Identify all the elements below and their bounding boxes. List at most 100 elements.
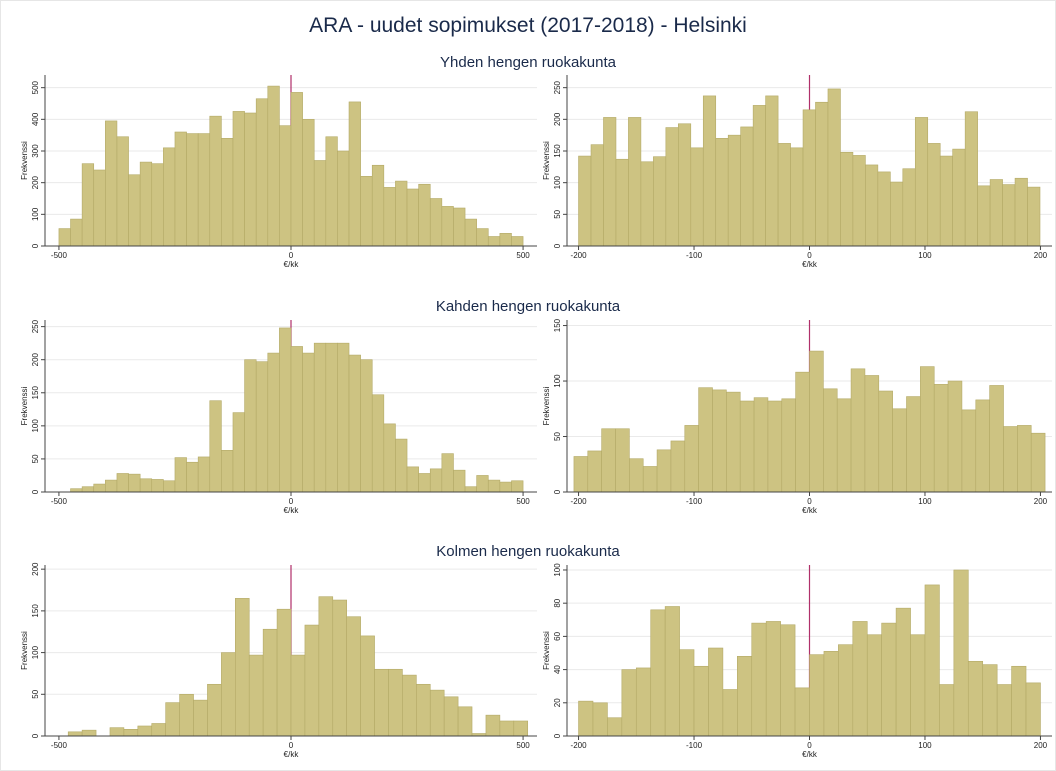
bar: [939, 155, 953, 247]
bar: [81, 486, 95, 493]
bar: [290, 654, 306, 737]
bar: [698, 387, 713, 493]
x-tick-label: 500: [516, 497, 530, 506]
bar: [93, 169, 106, 247]
bar: [137, 725, 153, 737]
bar: [693, 665, 709, 737]
y-tick-label: 0: [553, 489, 562, 494]
y-tick-label: 200: [31, 562, 40, 576]
x-axis-label: €/kk: [802, 506, 818, 515]
y-axis-label: Frekvenssi: [542, 386, 551, 425]
bar: [443, 696, 459, 737]
bar: [823, 388, 838, 493]
bar: [924, 584, 940, 737]
bar: [1017, 425, 1032, 493]
x-axis-label: €/kk: [284, 506, 300, 515]
bar: [81, 163, 95, 247]
bar: [1014, 177, 1028, 247]
bar: [961, 409, 977, 493]
bar: [441, 453, 454, 493]
bar: [906, 396, 921, 493]
bar: [809, 350, 824, 493]
bar: [313, 160, 327, 247]
bar: [678, 123, 692, 247]
bar: [109, 727, 125, 737]
y-axis-label: Frekvenssi: [20, 631, 29, 670]
chart-title: ARA - uudet sopimukset (2017-2018) - Hel…: [309, 14, 747, 37]
x-tick-label: 200: [1034, 251, 1048, 260]
x-tick-label: 0: [289, 741, 294, 750]
bar: [670, 440, 686, 493]
bar: [464, 218, 477, 247]
bar: [209, 115, 222, 247]
bar: [165, 702, 180, 737]
bar: [151, 723, 166, 737]
bar: [476, 228, 489, 247]
y-axis-label: Frekvenssi: [20, 386, 29, 425]
y-tick-label: 100: [553, 374, 562, 388]
x-tick-label: -100: [686, 741, 703, 750]
bar: [244, 359, 257, 493]
x-tick-label: 100: [918, 497, 932, 506]
bar: [982, 664, 998, 737]
bar: [151, 479, 164, 493]
x-tick-label: 0: [289, 497, 294, 506]
bar: [262, 628, 278, 737]
bar: [163, 147, 176, 247]
y-tick-label: 0: [553, 733, 562, 738]
y-tick-label: 50: [553, 432, 562, 441]
x-axis-label: €/kk: [284, 750, 300, 759]
y-tick-label: 100: [31, 207, 40, 221]
bar: [487, 236, 501, 247]
y-tick-label: 60: [553, 631, 562, 640]
bar: [511, 236, 524, 247]
bar: [587, 450, 602, 493]
bar: [877, 171, 891, 247]
bar: [975, 399, 990, 493]
bar: [752, 105, 766, 247]
bar: [712, 389, 727, 493]
x-tick-label: 500: [516, 251, 530, 260]
bar: [989, 179, 1003, 247]
bar: [93, 483, 106, 493]
bar: [232, 111, 245, 247]
bar: [802, 109, 816, 247]
bar: [753, 397, 769, 493]
bar: [977, 185, 991, 247]
y-tick-label: 50: [31, 689, 40, 698]
x-tick-label: -500: [51, 741, 68, 750]
bar: [892, 408, 907, 493]
bar: [221, 138, 234, 247]
y-tick-label: 50: [553, 209, 562, 218]
x-tick-label: -100: [686, 497, 703, 506]
bar: [267, 85, 280, 247]
bar: [722, 689, 738, 737]
bar: [850, 368, 866, 493]
x-tick-label: 0: [289, 251, 294, 260]
bar: [313, 342, 327, 493]
bar: [737, 656, 753, 737]
bar: [318, 596, 334, 737]
x-tick-label: -500: [51, 497, 68, 506]
bar: [629, 458, 644, 493]
bar: [186, 461, 199, 493]
x-tick-label: 0: [807, 741, 812, 750]
bar: [348, 101, 361, 247]
bar: [457, 706, 473, 737]
bar: [235, 598, 250, 737]
bar: [628, 117, 642, 247]
y-axis-label: Frekvenssi: [542, 141, 551, 180]
bar: [179, 693, 194, 737]
bar: [244, 112, 257, 247]
bar: [1002, 184, 1016, 247]
bar: [739, 400, 755, 493]
bar: [232, 412, 245, 493]
row-title: Yhden hengen ruokakunta: [440, 54, 617, 71]
bar: [573, 456, 589, 493]
y-tick-label: 100: [31, 419, 40, 433]
y-tick-label: 250: [553, 80, 562, 94]
bar: [790, 147, 804, 247]
bar: [302, 352, 315, 493]
x-tick-label: 0: [807, 497, 812, 506]
